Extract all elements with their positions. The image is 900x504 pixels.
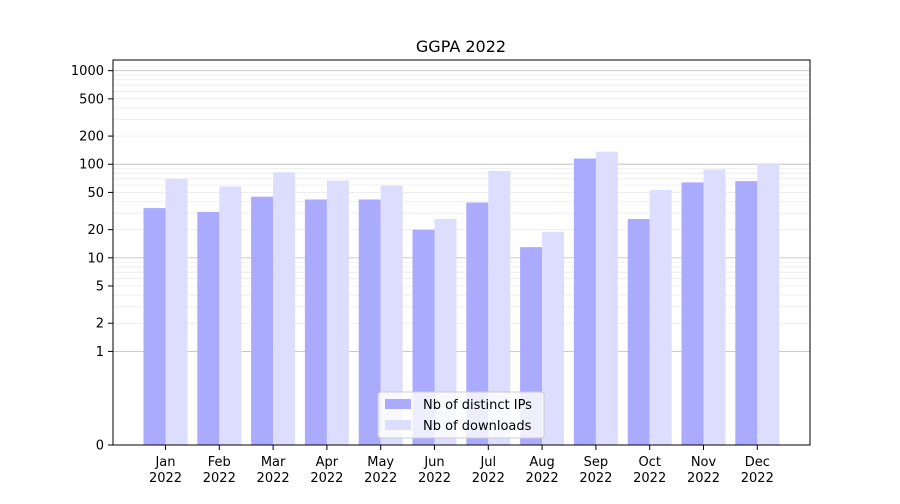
bar-downloads <box>542 231 565 445</box>
x-axis: Jan2022Feb2022Mar2022Apr2022May2022Jun20… <box>149 445 774 486</box>
y-tick-label: 2 <box>96 317 104 332</box>
bar-downloads <box>595 151 618 445</box>
x-tick-label-year: 2022 <box>687 471 720 486</box>
x-tick-label-year: 2022 <box>579 471 612 486</box>
x-tick-label-month: Nov <box>691 455 717 470</box>
bar-distinct-ips <box>358 199 381 445</box>
bar-distinct-ips <box>412 229 435 445</box>
y-tick-label: 100 <box>79 158 104 173</box>
plot-frame <box>112 59 811 446</box>
y-axis: 0 1 2 5 10 20 50 100 200 500 1000 <box>71 64 113 454</box>
y-tick-label: 0 <box>96 439 104 454</box>
x-tick-label-month: Dec <box>745 455 770 470</box>
bar-downloads <box>649 190 672 445</box>
y-tick-label: 5 <box>96 280 104 295</box>
y-tick-label: 1 <box>96 345 104 360</box>
bar-downloads <box>757 164 780 445</box>
bar-downloads <box>165 178 188 446</box>
legend-label-distinct-ips: Nb of distinct IPs <box>423 398 532 413</box>
chart-title: GGPA 2022 <box>416 37 506 56</box>
bar-distinct-ips <box>735 181 758 445</box>
x-tick-label-month: Jul <box>479 455 496 470</box>
x-tick-label-month: Apr <box>316 455 339 470</box>
x-tick-label-month: Sep <box>584 455 609 470</box>
bar-downloads <box>703 169 726 446</box>
bar-downloads <box>434 218 457 445</box>
bar-distinct-ips <box>573 158 596 445</box>
x-tick-label-month: Feb <box>208 455 231 470</box>
bar-distinct-ips <box>681 182 704 445</box>
x-tick-label-year: 2022 <box>257 471 290 486</box>
bar-downloads <box>273 172 296 446</box>
bar-downloads <box>380 185 403 446</box>
y-tick-label: 500 <box>79 92 104 107</box>
x-tick-label-month: Mar <box>261 455 286 470</box>
bar-distinct-ips <box>197 211 220 445</box>
legend: Nb of distinct IPs Nb of downloads <box>377 391 545 439</box>
x-tick-label-year: 2022 <box>472 471 505 486</box>
x-tick-label-year: 2022 <box>741 471 774 486</box>
y-tick-label: 50 <box>87 186 104 201</box>
bar-distinct-ips <box>627 218 650 445</box>
legend-swatch-downloads <box>385 420 411 430</box>
bar-distinct-ips <box>251 196 274 445</box>
legend-label-downloads: Nb of downloads <box>423 419 532 434</box>
x-tick-label-month: May <box>367 455 394 470</box>
y-tick-label: 1000 <box>71 64 104 79</box>
x-tick-label-month: Jan <box>154 455 175 470</box>
legend-swatch-distinct-ips <box>385 399 411 409</box>
bar-distinct-ips <box>466 202 489 445</box>
x-tick-label-year: 2022 <box>203 471 236 486</box>
x-tick-label-month: Aug <box>529 455 554 470</box>
x-tick-label-year: 2022 <box>418 471 451 486</box>
y-tick-label: 200 <box>79 130 104 145</box>
bar-downloads <box>326 180 349 446</box>
x-tick-label-year: 2022 <box>526 471 559 486</box>
x-tick-label-year: 2022 <box>149 471 182 486</box>
y-tick-label: 10 <box>87 251 104 266</box>
x-tick-label-month: Oct <box>638 455 660 470</box>
bar-distinct-ips <box>143 208 166 445</box>
y-tick-label: 20 <box>87 223 104 238</box>
bar-distinct-ips <box>304 199 327 445</box>
bars <box>143 151 780 446</box>
legend-box <box>377 391 545 439</box>
bar-downloads <box>219 186 242 445</box>
x-tick-label-year: 2022 <box>633 471 666 486</box>
bar-downloads <box>488 170 511 446</box>
x-tick-label-month: Jun <box>423 455 444 470</box>
x-tick-label-year: 2022 <box>364 471 397 486</box>
x-tick-label-year: 2022 <box>310 471 343 486</box>
